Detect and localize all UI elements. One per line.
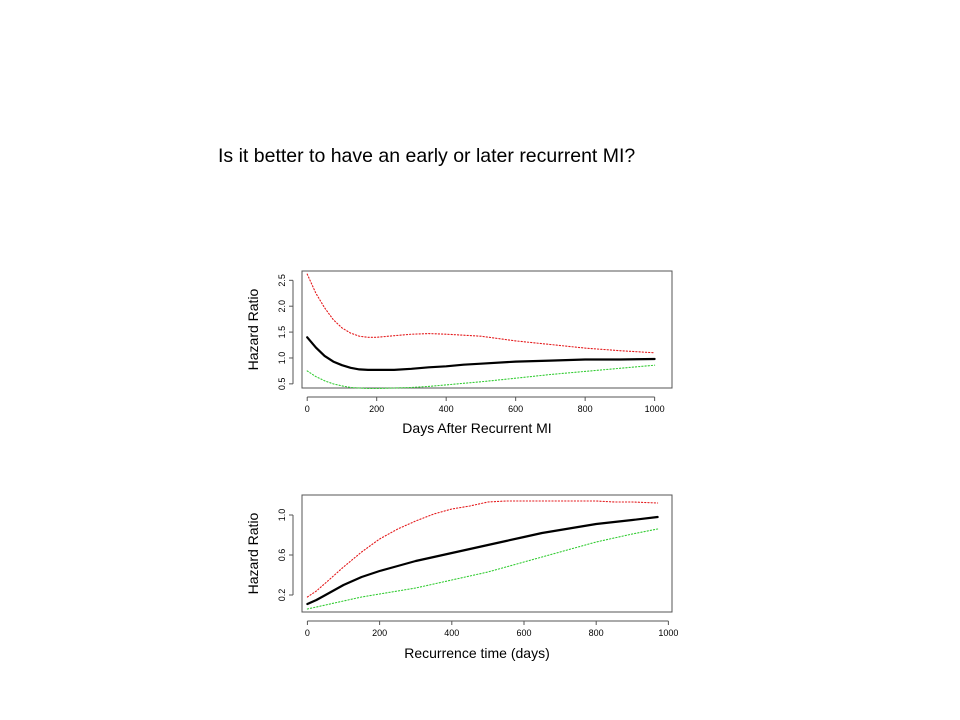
x-axis-title-bottom: Recurrence time (days) [404, 645, 550, 661]
x-tick-label-top-600: 600 [508, 404, 523, 414]
plot-frame-bottom [301, 494, 673, 613]
series-estimate-line-bottom [306, 515, 659, 606]
y-tick-label-top-2: 1.5 [277, 326, 287, 339]
x-tick-label-bottom-400: 400 [444, 628, 459, 638]
series-upper-line-bottom [306, 500, 659, 598]
x-tick-label-bottom-200: 200 [372, 628, 387, 638]
y-tick-label-bottom-1: 0.6 [277, 549, 287, 562]
series-estimate-line-top [306, 336, 656, 371]
y-axis-title-top: Hazard Ratio [245, 288, 261, 370]
x-axis-title-top: Days After Recurrent MI [402, 420, 551, 436]
slide-title: Is it better to have an early or later r… [218, 145, 636, 167]
x-tick-label-bottom-800: 800 [589, 628, 604, 638]
x-tick-label-top-200: 200 [369, 404, 384, 414]
chart-bottom: 0 200 400 600 800 1000 0.2 0.6 1.0 Recurrence tim… [245, 494, 678, 661]
series-lower-line-top [306, 364, 656, 390]
x-tick-label-top-1000: 1000 [645, 404, 665, 414]
x-tick-label-top-800: 800 [578, 404, 593, 414]
y-tick-label-top-0: 0.5 [277, 378, 287, 391]
chart-top: 0 200 400 600 800 1000 0.5 1.0 1.5 2.0 2.5 Days Aft… [245, 270, 673, 436]
y-tick-label-top-3: 2.0 [277, 300, 287, 313]
plot-frame-top [301, 270, 673, 389]
x-tick-label-top-0: 0 [305, 404, 310, 414]
x-tick-label-bottom-0: 0 [305, 628, 310, 638]
x-tick-label-bottom-600: 600 [516, 628, 531, 638]
series-lower-line-bottom [306, 528, 659, 610]
y-axis-title-bottom: Hazard Ratio [245, 512, 261, 594]
x-tick-label-top-400: 400 [439, 404, 454, 414]
x-tick-label-bottom-1000: 1000 [658, 628, 678, 638]
y-tick-label-top-4: 2.5 [277, 274, 287, 287]
y-tick-label-top-1: 1.0 [277, 352, 287, 365]
series-upper-line-top [306, 273, 656, 354]
y-tick-label-bottom-2: 1.0 [277, 509, 287, 522]
y-tick-label-bottom-0: 0.2 [277, 589, 287, 602]
